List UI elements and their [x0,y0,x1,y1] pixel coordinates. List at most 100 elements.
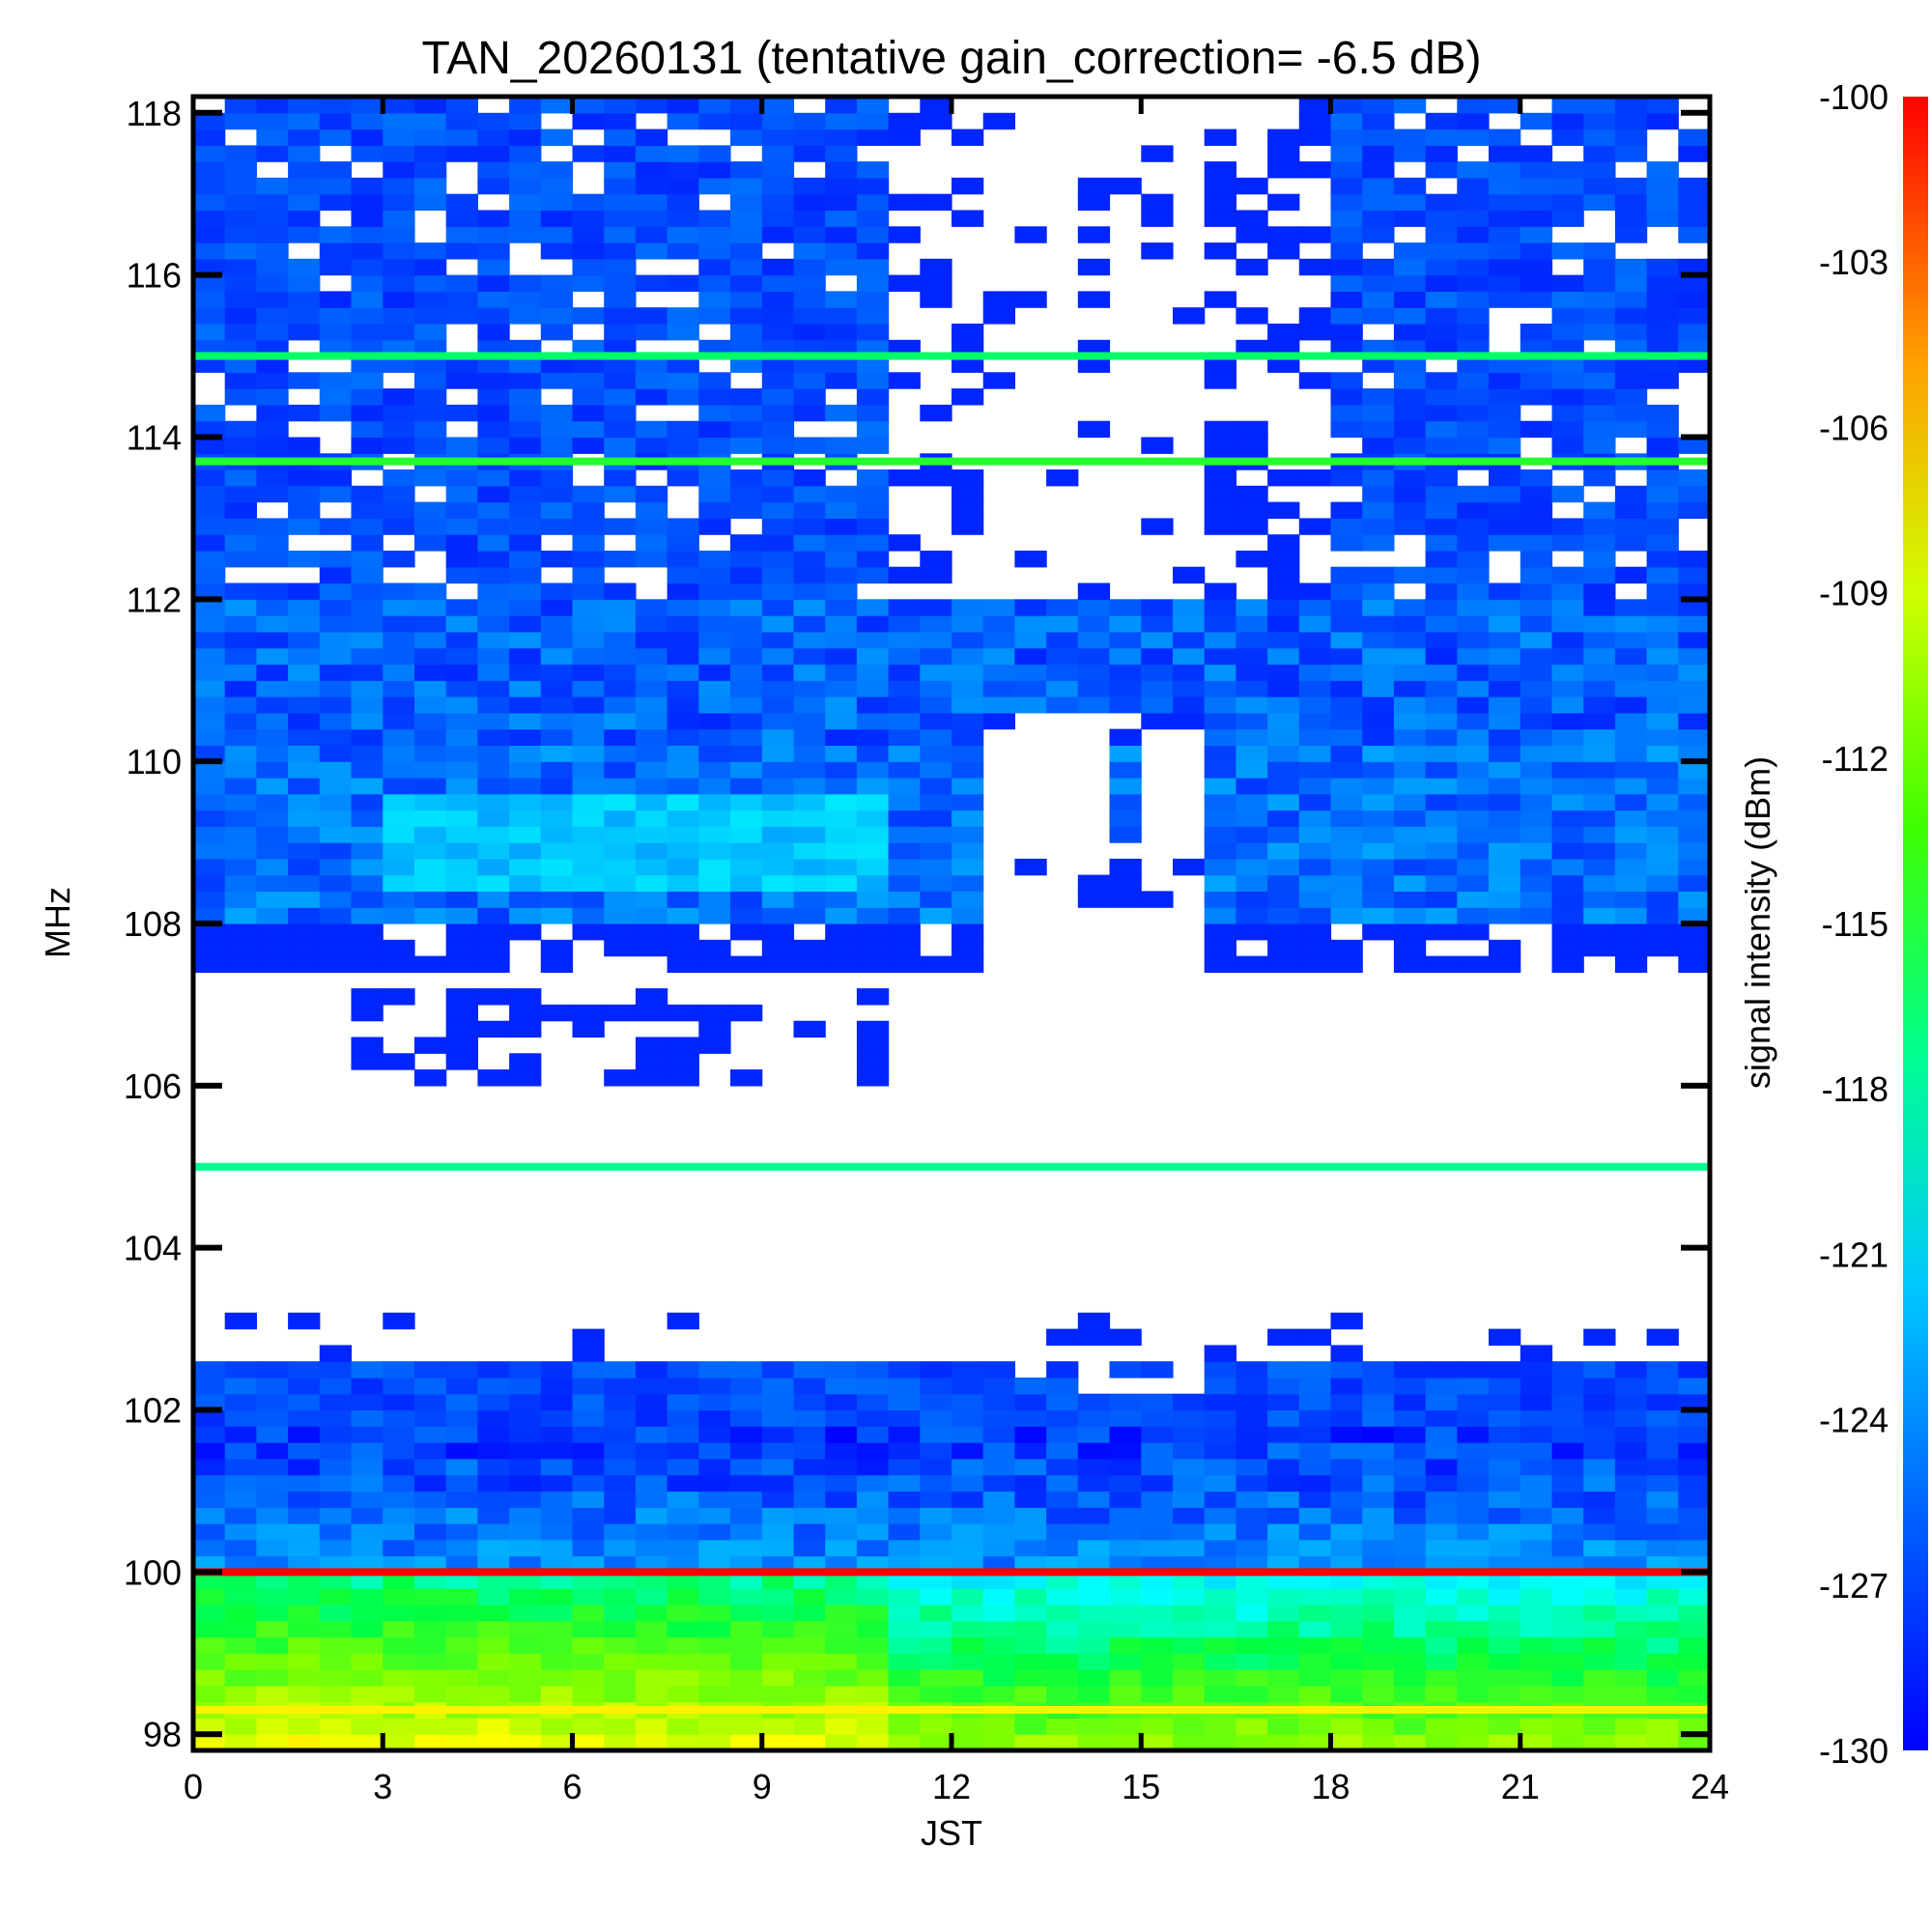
heat-cell [635,1653,668,1670]
heat-cell [698,226,731,243]
heat-cell [1204,793,1236,811]
heat-cell [698,599,731,616]
heat-cell [1141,1588,1174,1605]
heat-cell [1583,355,1616,373]
heat-cell [1267,193,1300,212]
heat-cell [604,826,637,843]
heat-cell [1425,874,1458,892]
heat-cell [825,1426,858,1443]
heat-cell [572,1620,605,1638]
heat-cell [1583,437,1616,454]
heat-cell [1457,210,1490,227]
heat-cell [730,485,763,503]
heat-cell [1236,1620,1268,1638]
heat-cell [1614,534,1648,552]
heat-cell [1520,291,1553,308]
heat-cell [1362,485,1395,503]
heat-cell [825,258,858,276]
heat-cell [856,1685,890,1703]
heat-cell [224,372,257,389]
heat-cell [288,258,321,276]
heat-cell [1109,1604,1142,1622]
heat-cell [1646,469,1679,487]
heat-cell [572,599,605,616]
heat-cell [856,664,890,681]
heat-cell [856,307,890,325]
heat-cell [1457,874,1490,892]
heat-cell [540,761,574,779]
heat-cell [825,97,858,114]
heat-cell [1014,1409,1047,1427]
heat-cell [477,1474,510,1492]
heat-cell [635,372,668,389]
heat-cell [383,1458,415,1476]
heat-cell [1614,939,1648,957]
heat-cell [383,891,415,908]
heat-cell [1204,1604,1236,1622]
heat-cell [1583,874,1616,892]
heat-cell [604,1636,637,1654]
heat-cell [730,582,763,600]
heat-cell [1520,1426,1553,1443]
heat-cell [383,631,415,649]
heat-cell [319,1378,353,1395]
heat-cell [1077,1620,1111,1638]
heat-cell [825,826,858,843]
heat-cell [1267,1491,1300,1508]
heat-cell [698,420,731,439]
heat-cell [445,1442,478,1460]
heat-cell [920,745,952,762]
heat-cell [540,696,574,714]
heat-cell [761,1620,795,1638]
heat-cell [1236,826,1268,843]
heat-cell [698,1588,731,1605]
heat-cell [730,551,763,568]
heat-cell [445,1636,478,1654]
heat-cell [224,242,257,260]
y-tick-label: 114 [127,417,182,457]
heat-cell [351,566,384,584]
heat-cell [1046,1328,1079,1346]
heat-cell [1489,599,1521,616]
heat-cell [698,551,731,568]
heat-cell [445,939,478,957]
heat-cell [319,388,353,406]
heat-cell [1457,745,1490,762]
heat-cell [730,1393,763,1411]
heat-cell [1551,1604,1584,1622]
heat-cell [1457,518,1490,535]
heat-cell [1267,680,1300,697]
heat-cell [1425,826,1458,843]
heat-cell [445,210,478,227]
heat-cell [445,842,478,860]
heat-cell [730,955,763,973]
heat-cell [414,242,447,260]
heat-cell [445,518,478,535]
heat-cell [540,582,574,600]
heat-cell [1014,1378,1047,1395]
heat-cell [1614,1572,1648,1589]
heat-cell [256,891,289,908]
heat-cell [1046,1458,1079,1476]
heat-cell [319,874,353,892]
heat-cell [256,1620,289,1638]
heat-cell [193,1474,226,1492]
heat-cell [1173,599,1206,616]
heat-cell [698,1539,731,1557]
heat-cell [888,793,921,811]
heat-cell [1204,485,1236,503]
heat-cell [1489,372,1521,389]
heat-cell [1077,291,1111,308]
heat-cell [856,437,890,454]
heat-cell [888,1572,921,1589]
heat-cell [1109,1507,1142,1524]
heat-cell [1425,680,1458,697]
heat-cell [319,485,353,503]
heat-cell [572,647,605,666]
heat-cell [193,1409,226,1427]
heat-cell [856,193,890,212]
heat-cell [1109,615,1142,633]
heat-cell [1173,1474,1206,1492]
heat-cell [1678,599,1710,616]
heat-cell [1046,1507,1079,1524]
